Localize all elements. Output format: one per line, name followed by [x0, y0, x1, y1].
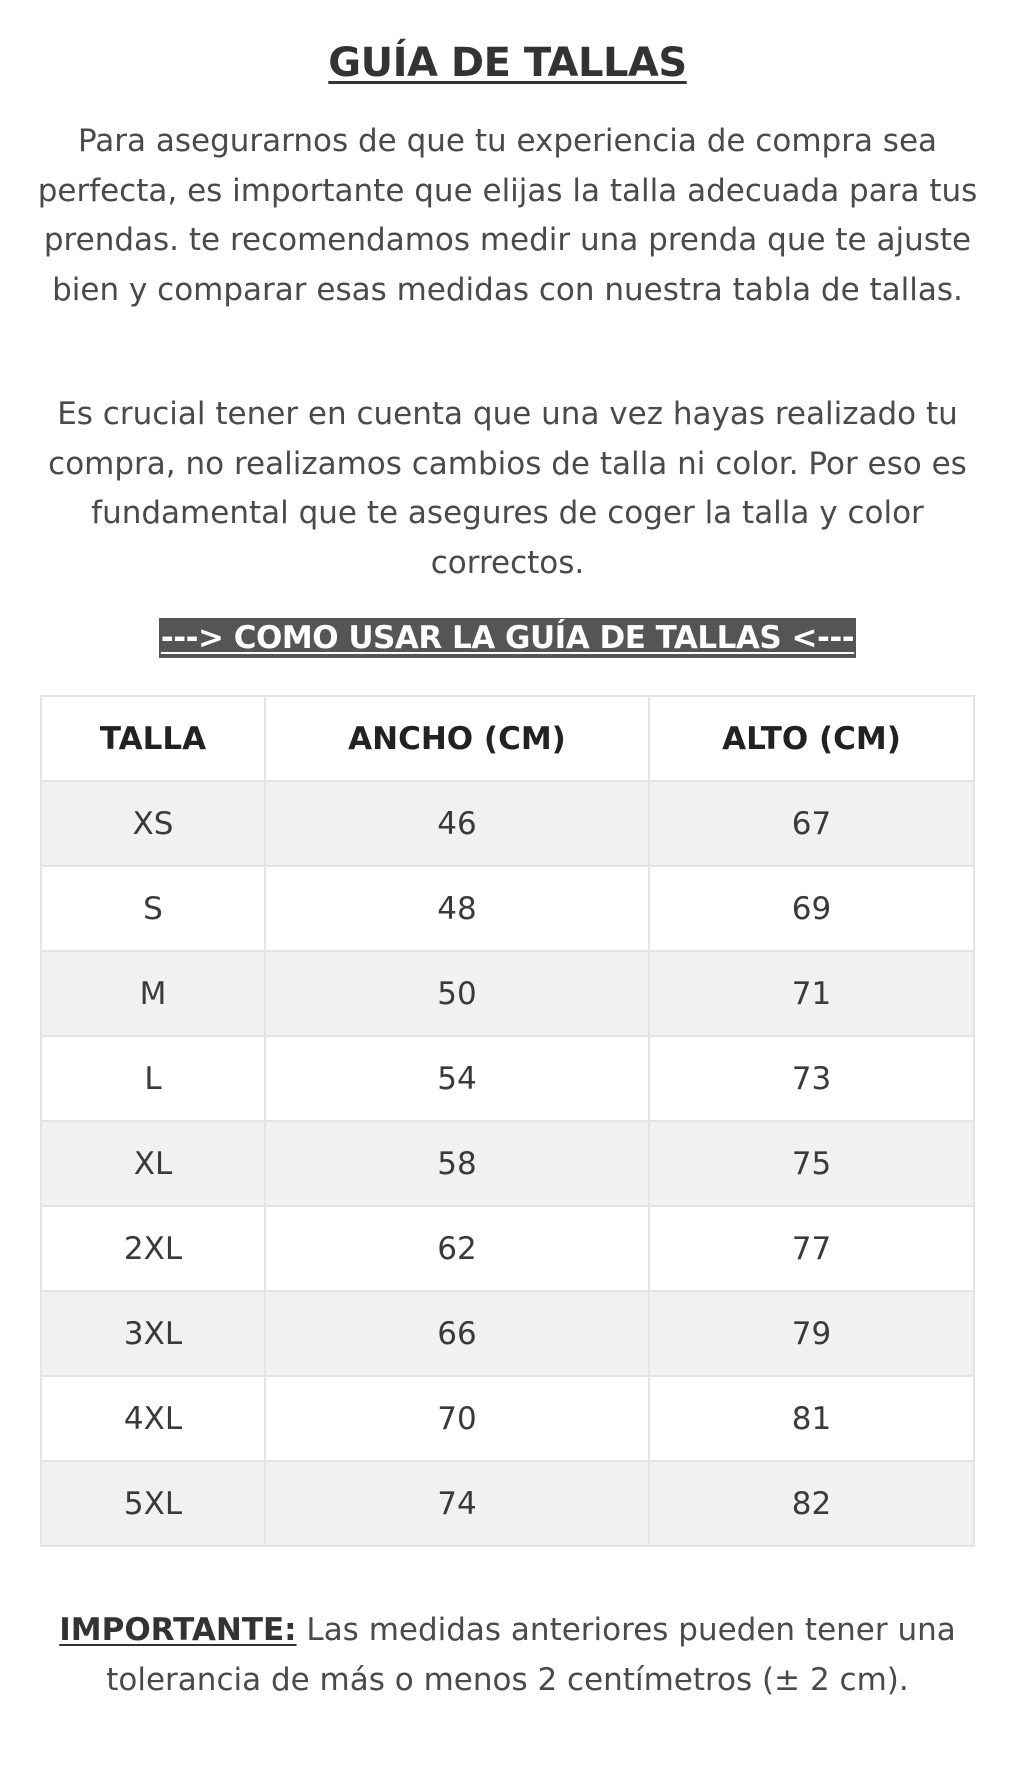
cell-width: 50	[264, 950, 650, 1037]
cell-height: 75	[648, 1120, 975, 1207]
header-height: ALTO (CM)	[648, 695, 975, 782]
important-text: Las medidas anteriores pueden tener una …	[106, 1612, 956, 1698]
header-size: TALLA	[40, 695, 266, 782]
cell-size: 4XL	[40, 1375, 266, 1462]
cell-width: 58	[264, 1120, 650, 1207]
cell-width: 66	[264, 1290, 650, 1377]
table-row: M 50 71	[40, 950, 975, 1037]
cell-height: 82	[648, 1460, 975, 1547]
table-row: 4XL 70 81	[40, 1375, 975, 1462]
cell-height: 67	[648, 780, 975, 867]
cell-width: 70	[264, 1375, 650, 1462]
table-header-row: TALLA ANCHO (CM) ALTO (CM)	[40, 695, 975, 782]
cell-size: 5XL	[40, 1460, 266, 1547]
page-title-text: GUÍA DE TALLAS	[328, 40, 687, 86]
cell-height: 71	[648, 950, 975, 1037]
cell-height: 79	[648, 1290, 975, 1377]
header-width: ANCHO (CM)	[264, 695, 650, 782]
cell-size: XS	[40, 780, 266, 867]
cell-width: 62	[264, 1205, 650, 1292]
cell-height: 73	[648, 1035, 975, 1122]
cell-width: 54	[264, 1035, 650, 1122]
page-title: GUÍA DE TALLAS	[0, 40, 1015, 86]
cell-width: 48	[264, 865, 650, 952]
cell-height: 77	[648, 1205, 975, 1292]
table-row: S 48 69	[40, 865, 975, 952]
warning-paragraph: Es crucial tener en cuenta que una vez h…	[48, 396, 967, 581]
table-row: 5XL 74 82	[40, 1460, 975, 1547]
size-table: TALLA ANCHO (CM) ALTO (CM) XS 46 67 S 48…	[40, 695, 975, 1547]
table-row: 2XL 62 77	[40, 1205, 975, 1292]
important-label: IMPORTANTE:	[59, 1612, 297, 1648]
cell-size: S	[40, 865, 266, 952]
cell-height: 81	[648, 1375, 975, 1462]
important-note: IMPORTANTE: Las medidas anteriores puede…	[36, 1606, 979, 1705]
cell-height: 69	[648, 865, 975, 952]
table-row: XS 46 67	[40, 780, 975, 867]
cell-size: 2XL	[40, 1205, 266, 1292]
cell-width: 74	[264, 1460, 650, 1547]
table-row: L 54 73	[40, 1035, 975, 1122]
cell-width: 46	[264, 780, 650, 867]
how-to-container: ---> COMO USAR LA GUÍA DE TALLAS <---	[0, 618, 1015, 658]
table-row: XL 58 75	[40, 1120, 975, 1207]
intro-paragraph: Para asegurarnos de que tu experiencia d…	[37, 123, 978, 308]
cell-size: XL	[40, 1120, 266, 1207]
cell-size: M	[40, 950, 266, 1037]
cell-size: L	[40, 1035, 266, 1122]
table-row: 3XL 66 79	[40, 1290, 975, 1377]
cell-size: 3XL	[40, 1290, 266, 1377]
how-to-use-link[interactable]: ---> COMO USAR LA GUÍA DE TALLAS <---	[158, 618, 857, 658]
